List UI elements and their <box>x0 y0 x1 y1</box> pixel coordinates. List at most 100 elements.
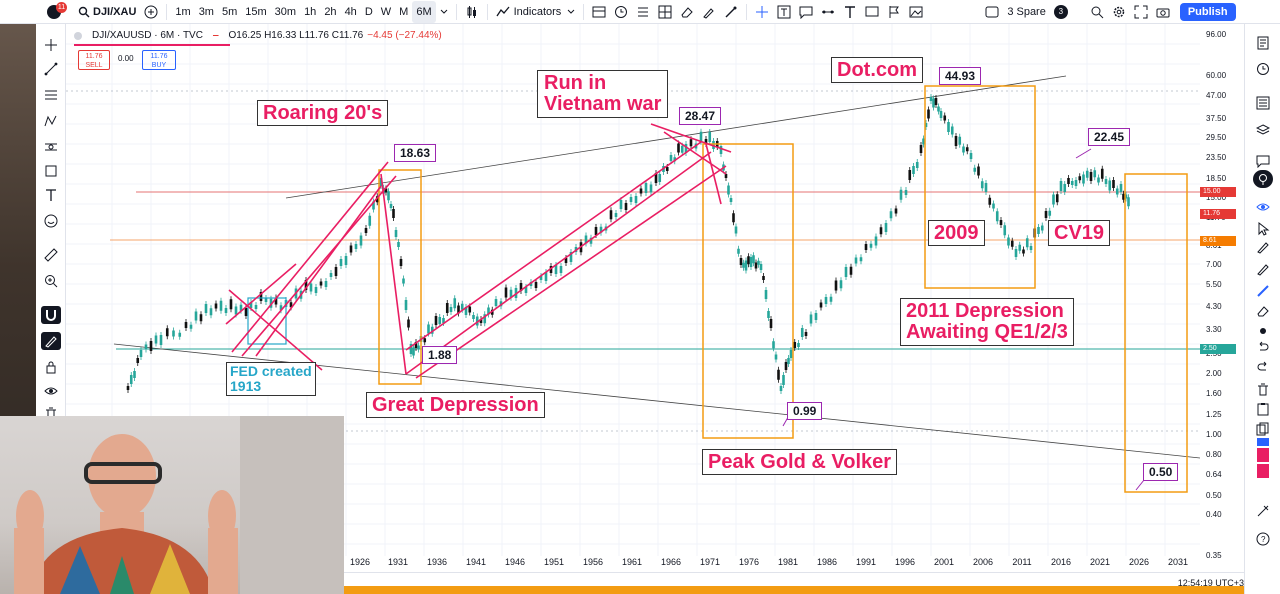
layers-button[interactable] <box>1253 122 1273 140</box>
pin-button[interactable] <box>1253 502 1273 520</box>
interval-w[interactable]: W <box>380 5 392 18</box>
magnet-tool[interactable] <box>41 306 61 324</box>
interval-15m[interactable]: 15m <box>245 5 267 18</box>
chat-button[interactable] <box>1253 152 1273 170</box>
hide-drawings-tool[interactable] <box>41 382 61 400</box>
utc-clock[interactable]: 12:54:19 UTC+3 <box>1177 578 1244 588</box>
compare-symbol-button[interactable] <box>140 1 162 23</box>
image-button[interactable] <box>905 1 927 23</box>
eraser-tool-button[interactable] <box>1253 302 1273 320</box>
brush-button[interactable] <box>698 1 720 23</box>
interval-4h[interactable]: 4h <box>344 5 357 18</box>
trend-line-tool[interactable] <box>41 60 61 78</box>
clipboard-button[interactable] <box>1253 400 1273 418</box>
layout-button[interactable]: 3 Spare 3 <box>981 1 1072 23</box>
chart-type-button[interactable] <box>461 1 483 23</box>
value-tag-1932-low[interactable]: 1.88 <box>422 346 458 364</box>
text-tool-button[interactable] <box>839 1 861 23</box>
interval-1m[interactable]: 1m <box>175 5 191 18</box>
alerts-button[interactable] <box>1253 60 1273 78</box>
annotation-vietnam[interactable]: Run in Vietnam war <box>537 70 669 118</box>
value-tag-1980-low[interactable]: 0.99 <box>787 402 823 420</box>
annotation-peak-gold-volker[interactable]: Peak Gold & Volker <box>702 449 898 475</box>
ruler-tool[interactable] <box>41 246 61 264</box>
interval-1h[interactable]: 1h <box>304 5 317 18</box>
annotation-great-depression[interactable]: Great Depression <box>366 392 545 418</box>
delete-button[interactable] <box>1253 380 1273 398</box>
price-axis[interactable]: 96.00 60.00 47.00 37.50 29.50 23.50 18.50 15.00… <box>1200 24 1244 560</box>
icon-tool[interactable] <box>41 212 61 230</box>
value-tag-2021-high[interactable]: 22.45 <box>1088 128 1131 146</box>
interval-dropdown-button[interactable] <box>436 1 452 23</box>
fullscreen-button[interactable] <box>1130 1 1152 23</box>
annotation-2011-depression[interactable]: 2011 Depression Awaiting QE1/2/3 <box>900 298 1074 346</box>
interval-6m[interactable]: 6M <box>412 0 436 23</box>
zoom-in-tool[interactable] <box>41 272 61 290</box>
interval-30m[interactable]: 30m <box>274 5 297 18</box>
flag-button[interactable] <box>883 1 905 23</box>
text-note-button[interactable] <box>773 1 795 23</box>
replay-button[interactable] <box>632 1 654 23</box>
candle-body <box>544 272 548 281</box>
annotation-roaring-20s[interactable]: Roaring 20's <box>257 100 389 126</box>
undo-button[interactable] <box>1253 338 1273 356</box>
pattern-tool[interactable] <box>41 112 61 130</box>
brush-tool-button[interactable] <box>1253 260 1273 278</box>
symbol-search-button[interactable]: DJI/XAU <box>74 1 140 23</box>
value-tag-1999-high[interactable]: 44.93 <box>939 67 982 85</box>
templates-button[interactable] <box>588 1 610 23</box>
text-tool[interactable] <box>41 186 61 204</box>
shape-tool[interactable] <box>41 162 61 180</box>
visibility-button[interactable] <box>1253 198 1273 216</box>
drawing-mode-tool[interactable] <box>41 332 61 350</box>
value-tag-target-low[interactable]: 0.50 <box>1143 463 1179 481</box>
lock-drawings-tool[interactable] <box>41 358 61 376</box>
publish-button[interactable]: Publish <box>1179 2 1236 21</box>
annotation-cv19[interactable]: CV19 <box>1048 220 1111 246</box>
redo-button[interactable] <box>1253 358 1273 376</box>
legend-symbol[interactable]: DJI/XAUUSD · 6M · TVC <box>92 30 203 41</box>
indicators-button[interactable]: Indicators <box>492 1 580 23</box>
watchlist-button[interactable] <box>1253 34 1273 52</box>
pine-button[interactable] <box>1253 170 1273 188</box>
eraser-button[interactable] <box>676 1 698 23</box>
draw-button[interactable] <box>1253 238 1273 256</box>
annotation-2009[interactable]: 2009 <box>928 220 985 246</box>
settings-button[interactable] <box>1108 1 1130 23</box>
time-axis[interactable]: 1926 1931 1936 1941 1946 1951 1956 1961 1966 1971… <box>344 553 1200 571</box>
interval-2h[interactable]: 2h <box>324 5 337 18</box>
buy-button[interactable]: 11.76 BUY <box>142 50 176 70</box>
candle-body <box>589 237 593 244</box>
data-window-button[interactable] <box>1253 94 1273 112</box>
user-avatar-menu[interactable]: 11 <box>42 1 67 23</box>
interval-3m[interactable]: 3m <box>198 5 214 18</box>
projection-tool[interactable] <box>41 138 61 156</box>
fib-tool[interactable] <box>41 86 61 104</box>
line-style-button[interactable] <box>1253 282 1273 300</box>
interval-5m[interactable]: 5m <box>221 5 238 18</box>
dot-button[interactable] <box>1253 322 1273 340</box>
value-tag-1929-high[interactable]: 18.63 <box>394 144 437 162</box>
object-tree-button[interactable] <box>654 1 676 23</box>
color-palette-button[interactable] <box>1253 438 1273 478</box>
crosshair-button[interactable] <box>751 1 773 23</box>
pen-button[interactable] <box>720 1 742 23</box>
line-tool-button[interactable] <box>817 1 839 23</box>
copy-button[interactable] <box>1253 420 1273 438</box>
alert-button[interactable] <box>610 1 632 23</box>
snapshot-button[interactable] <box>1152 1 1174 23</box>
quick-search-button[interactable] <box>1086 1 1108 23</box>
comment-button[interactable] <box>861 1 883 23</box>
sell-button[interactable]: 11.76 SELL <box>78 50 110 70</box>
callout-button[interactable] <box>795 1 817 23</box>
candle-body <box>438 317 442 324</box>
cross-cursor-tool[interactable] <box>41 36 61 54</box>
help-button[interactable]: ? <box>1253 530 1273 548</box>
value-tag-1966-high[interactable]: 28.47 <box>679 107 722 125</box>
interval-m[interactable]: M <box>399 5 409 18</box>
candle-body <box>708 132 712 142</box>
annotation-fed[interactable]: FED created 1913 <box>226 362 316 396</box>
interval-d[interactable]: D <box>364 5 373 18</box>
annotation-dotcom[interactable]: Dot.com <box>831 57 923 83</box>
cursor-button[interactable] <box>1253 220 1273 238</box>
